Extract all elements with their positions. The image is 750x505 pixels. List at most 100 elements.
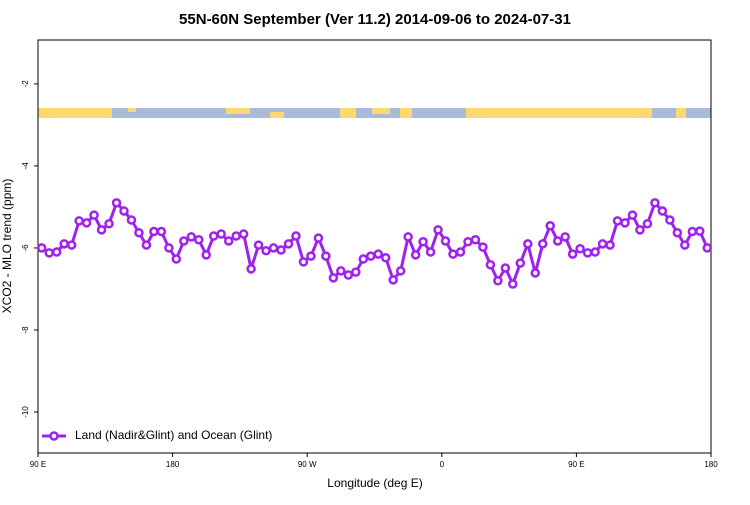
data-point	[373, 249, 383, 259]
data-point	[433, 225, 443, 235]
data-point	[119, 206, 129, 216]
data-point	[44, 248, 54, 258]
data-point	[455, 247, 466, 257]
data-point	[111, 198, 122, 208]
data-point	[612, 216, 623, 226]
data-point	[597, 239, 608, 249]
data-point	[523, 239, 533, 249]
data-point	[343, 270, 354, 280]
data-point	[74, 216, 84, 226]
y-axis-title: XCO2 - MLO trend (ppm)	[0, 179, 14, 314]
data-point	[530, 268, 541, 278]
data-point	[687, 226, 698, 237]
data-point	[59, 239, 69, 249]
data-point	[650, 198, 660, 208]
data-point	[403, 232, 413, 242]
data-point	[657, 206, 668, 216]
data-point	[89, 210, 99, 220]
data-point	[358, 254, 369, 264]
data-point	[231, 231, 241, 241]
data-point	[81, 218, 92, 228]
data-point	[380, 253, 391, 263]
data-point	[500, 263, 511, 273]
data-point	[179, 236, 189, 246]
data-point	[702, 243, 713, 253]
data-point	[149, 226, 159, 237]
x-tick-label: 180	[166, 460, 180, 469]
data-point	[328, 273, 339, 283]
data-point	[575, 244, 585, 254]
data-point	[216, 229, 226, 239]
data-point	[695, 226, 705, 236]
data-point	[388, 275, 398, 285]
data-point	[104, 218, 114, 229]
data-point	[463, 237, 473, 247]
data-point	[261, 246, 271, 256]
data-point	[283, 239, 294, 249]
data-point	[395, 266, 406, 276]
data-point	[478, 242, 488, 252]
data-point	[635, 225, 645, 235]
chart-title: 55N-60N September (Ver 11.2) 2014-09-06 …	[179, 11, 571, 28]
y-tick-label: -10	[21, 406, 30, 418]
data-point	[96, 225, 107, 235]
y-tick-label: -2	[21, 80, 30, 88]
x-tick-label: 180	[704, 460, 718, 469]
data-point	[246, 264, 256, 274]
data-point	[336, 266, 346, 276]
data-point	[680, 240, 690, 250]
y-tick-label: -6	[21, 244, 30, 252]
data-point	[515, 258, 526, 268]
data-point	[508, 279, 518, 289]
data-point	[470, 234, 481, 245]
data-point	[291, 231, 301, 241]
data-point	[36, 243, 47, 253]
data-point	[171, 254, 182, 264]
data-point	[268, 243, 279, 253]
data-point	[208, 231, 219, 241]
x-tick-label: 90 E	[30, 460, 46, 469]
x-tick-label: 0	[440, 460, 445, 469]
data-point	[298, 257, 309, 267]
data-point	[418, 237, 428, 247]
data-point	[440, 236, 451, 246]
data-point	[642, 218, 653, 229]
data-point	[313, 233, 324, 243]
data-point	[321, 251, 331, 261]
x-tick-label: 90 E	[568, 460, 584, 469]
land-ocean-band	[38, 108, 711, 118]
data-point	[560, 232, 570, 242]
data-point	[582, 248, 593, 258]
data-point	[605, 240, 615, 250]
data-point	[567, 249, 578, 259]
data-point	[126, 215, 137, 225]
data-point	[590, 247, 600, 257]
data-point	[493, 275, 503, 286]
data-point	[351, 267, 361, 277]
data-point	[665, 215, 675, 225]
data-point	[238, 229, 249, 239]
data-point	[410, 250, 421, 260]
data-point	[545, 221, 555, 231]
data-point	[552, 236, 563, 246]
data-point	[51, 247, 62, 257]
data-point	[538, 239, 548, 249]
data-point	[66, 240, 77, 250]
data-point	[448, 249, 458, 259]
data-point	[276, 245, 286, 255]
data-point	[164, 243, 174, 253]
data-point	[485, 260, 496, 270]
data-point	[194, 234, 204, 245]
data-point	[253, 240, 264, 250]
data-point	[141, 240, 152, 250]
x-axis-title: Longitude (deg E)	[327, 476, 422, 490]
legend: Land (Nadir&Glint) and Ocean (Glint)	[42, 428, 272, 442]
data-point	[366, 251, 376, 261]
data-point	[156, 226, 167, 237]
y-tick-label: -4	[21, 162, 30, 170]
data-point	[620, 218, 630, 228]
legend-label: Land (Nadir&Glint) and Ocean (Glint)	[75, 428, 272, 442]
legend-marker	[49, 431, 59, 441]
data-point	[627, 210, 638, 220]
